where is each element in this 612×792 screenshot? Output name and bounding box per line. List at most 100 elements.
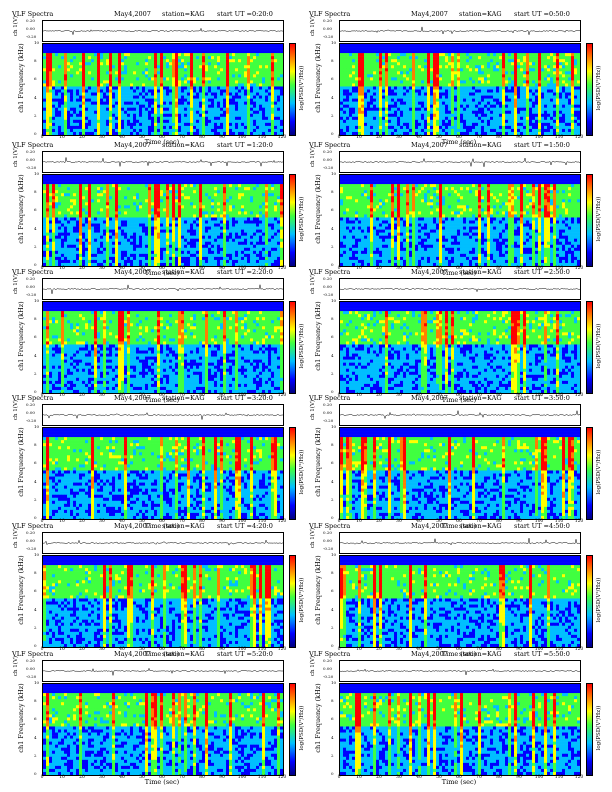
spectrogram-cell — [466, 86, 470, 90]
spectrogram-cell — [259, 65, 263, 69]
spectrogram-cell — [520, 68, 524, 72]
spectrogram-cell — [502, 101, 506, 105]
spectrogram-cell — [397, 101, 401, 105]
spectrogram-cell — [430, 77, 434, 81]
spectrogram-cell — [343, 131, 347, 135]
spectrogram-cell — [223, 125, 227, 130]
spectrogram-cell — [259, 74, 263, 78]
spectrogram-cell — [190, 65, 194, 69]
spectrogram-cell — [67, 116, 71, 121]
spectrogram-cell — [85, 116, 89, 121]
spectrogram-cell — [544, 107, 548, 112]
spectrogram-cell — [493, 50, 497, 54]
frequency-tick-label: 6 — [34, 77, 37, 81]
spectrogram-cell — [49, 74, 53, 78]
spectrogram-cell — [109, 74, 113, 78]
spectrogram-cell — [340, 98, 344, 102]
spectrogram-cell — [127, 128, 131, 133]
spectrogram-cell — [376, 116, 380, 121]
spectrogram-cell — [343, 95, 347, 99]
spectrogram-cell — [502, 113, 506, 118]
spectrogram-cell — [427, 59, 431, 63]
spectrogram-cell — [52, 107, 56, 112]
spectrogram-cell — [553, 77, 557, 81]
spectrogram-cell — [247, 86, 251, 90]
spectrogram-cell — [166, 101, 170, 105]
spectrogram-cell — [163, 104, 167, 108]
spectrogram-cell — [91, 50, 95, 54]
spectrogram-cell — [379, 89, 383, 93]
spectrogram-cell — [154, 47, 158, 51]
spectrogram-cell — [475, 56, 479, 60]
spectrogram-cell — [70, 62, 74, 66]
spectrogram-cell — [511, 47, 515, 51]
spectrogram-cell — [364, 65, 368, 69]
spectrogram-cell — [109, 107, 113, 112]
spectrogram-cell — [190, 71, 194, 75]
spectrogram-cell — [229, 110, 233, 115]
spectrogram-cell — [253, 62, 257, 66]
spectrogram-cell — [553, 104, 557, 108]
spectrogram-cell — [484, 56, 488, 60]
spectrogram-cell — [241, 59, 245, 63]
spectrogram-cell — [199, 116, 203, 121]
spectrogram-cell — [451, 119, 455, 124]
spectrogram-cell — [400, 89, 404, 93]
spectrogram-cell — [151, 125, 155, 130]
spectrogram-cell — [466, 131, 470, 135]
spectrogram-cell — [418, 80, 422, 84]
spectrogram-cell — [418, 56, 422, 60]
spectrogram-cell — [121, 178, 125, 182]
spectrogram-cell — [562, 50, 566, 54]
spectrogram-cell — [349, 68, 353, 72]
spectrogram-cell — [427, 101, 431, 105]
spectrogram-cell — [256, 98, 260, 102]
spectrogram-cell — [532, 44, 536, 48]
spectrogram-cell — [190, 83, 194, 87]
spectrogram-cell — [391, 110, 395, 115]
spectrogram-cell — [256, 53, 260, 57]
spectrogram-cell — [490, 86, 494, 90]
spectrogram-cell — [73, 44, 77, 48]
spectrogram-cell — [118, 65, 122, 69]
spectrogram-cell — [400, 44, 404, 48]
spectrogram-cell — [544, 116, 548, 121]
spectrogram-cell — [427, 83, 431, 87]
spectrogram-cell — [199, 68, 203, 72]
spectrogram-cell — [412, 92, 416, 96]
spectrogram-cell — [358, 50, 362, 54]
spectrogram-cell — [163, 71, 167, 75]
spectrogram-cell — [91, 77, 95, 81]
spectrogram-cell — [145, 95, 149, 99]
spectrogram-cell — [346, 104, 350, 108]
spectrogram-cell — [232, 104, 236, 108]
spectrogram-cell — [574, 119, 578, 124]
spectrogram-cell — [478, 92, 482, 96]
spectrogram-cell — [556, 74, 560, 78]
spectrogram-cell — [499, 104, 503, 108]
spectrogram-cell — [79, 59, 83, 63]
spectrogram-cell — [76, 101, 80, 105]
spectrogram-cell — [349, 104, 353, 108]
spectrogram-cell — [349, 125, 353, 130]
spectrogram-cell — [415, 98, 419, 102]
spectrogram-cell — [46, 122, 50, 127]
spectrogram-cell — [544, 98, 548, 102]
spectrogram-cell — [145, 74, 149, 78]
spectrogram-cell — [409, 65, 413, 69]
spectrogram-cell — [166, 125, 170, 130]
spectrogram-cell — [208, 119, 212, 124]
spectrogram-cell — [163, 116, 167, 121]
spectrogram-cell — [535, 107, 539, 112]
spectrogram-cell — [253, 125, 257, 130]
spectrogram-cell — [562, 65, 566, 69]
spectrogram-cell — [64, 68, 68, 72]
spectrogram-cell — [568, 83, 572, 87]
spectrogram-cell — [211, 107, 215, 112]
spectrogram-cell — [496, 113, 500, 118]
spectrogram-cell — [568, 80, 572, 84]
spectrogram-cell — [133, 125, 137, 130]
spectrogram-cell — [55, 178, 59, 182]
spectrogram-cell — [568, 44, 572, 48]
spectrogram-cell — [421, 110, 425, 115]
